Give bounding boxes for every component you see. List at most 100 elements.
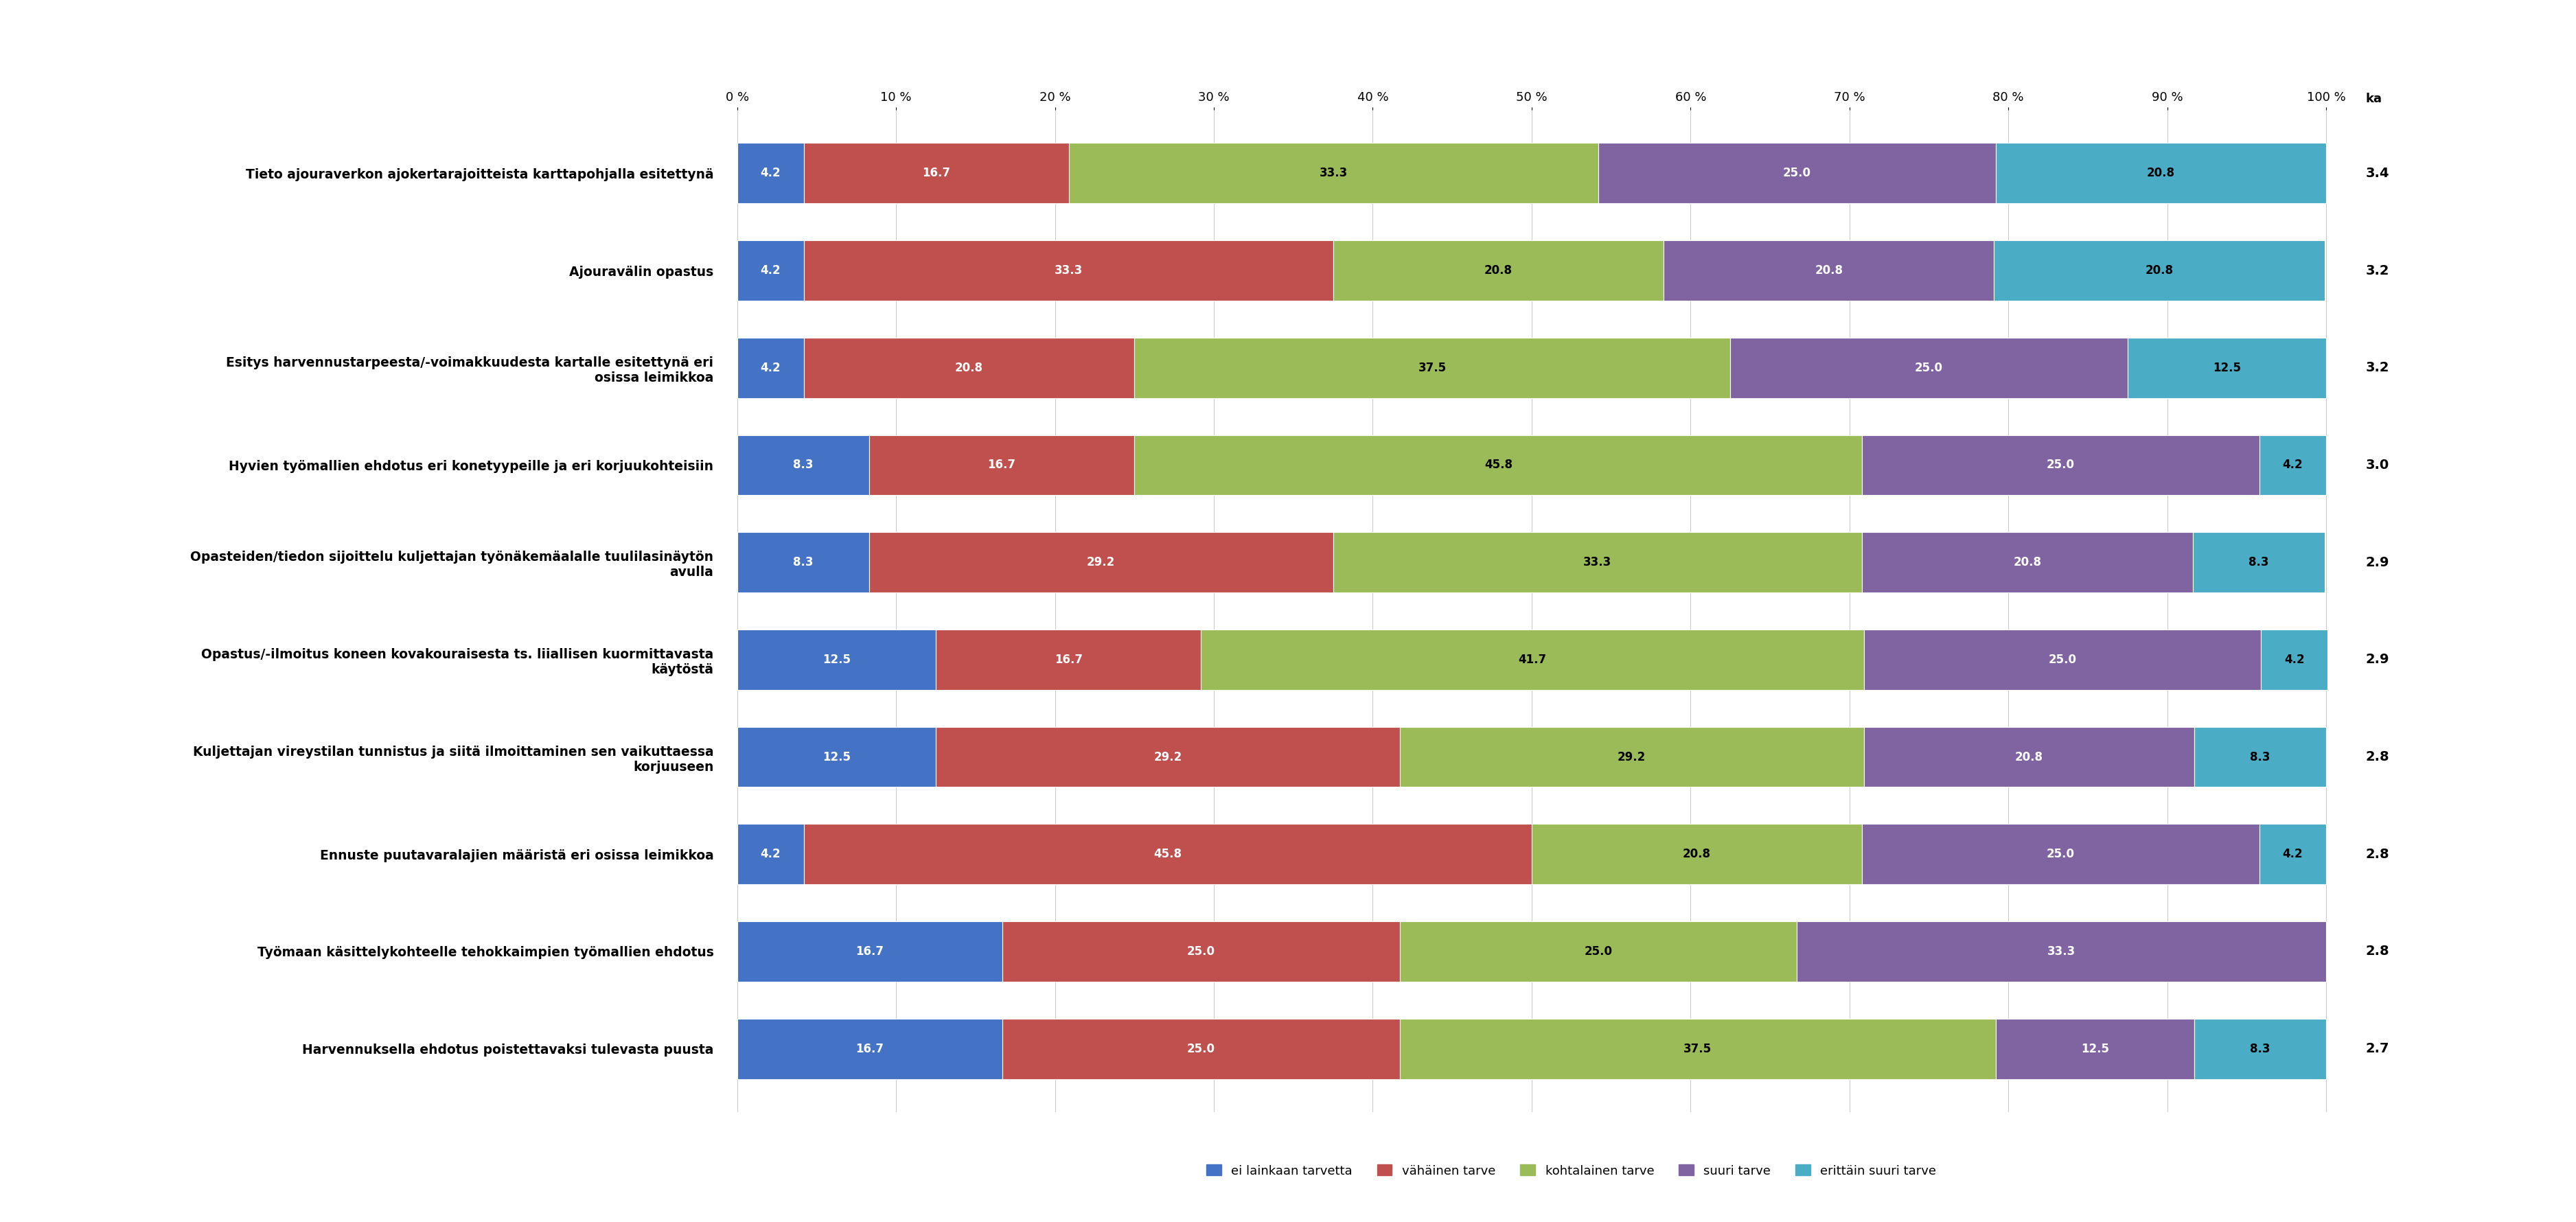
Bar: [737, 629, 935, 689]
Bar: [1399, 1019, 1996, 1079]
Bar: [1002, 1019, 1399, 1079]
Bar: [737, 824, 804, 885]
Text: 20.8: 20.8: [2014, 750, 2043, 763]
Text: 37.5: 37.5: [1685, 1042, 1713, 1055]
Text: 33.3: 33.3: [1584, 556, 1613, 568]
Bar: [868, 435, 1133, 495]
Text: 12.5: 12.5: [2213, 362, 2241, 374]
Text: 4.2: 4.2: [760, 848, 781, 860]
Text: 3.2: 3.2: [2365, 362, 2391, 374]
Text: 8.3: 8.3: [2249, 556, 2269, 568]
Text: 16.7: 16.7: [855, 1042, 884, 1055]
Bar: [737, 1019, 1002, 1079]
Text: 4.2: 4.2: [760, 167, 781, 180]
Text: 20.8: 20.8: [2014, 556, 2040, 568]
Bar: [804, 337, 1133, 398]
Text: 29.2: 29.2: [1087, 556, 1115, 568]
Text: 4.2: 4.2: [760, 264, 781, 276]
Bar: [1862, 435, 2259, 495]
Bar: [1731, 337, 2128, 398]
Text: 8.3: 8.3: [2249, 1042, 2269, 1055]
Bar: [1862, 533, 2192, 593]
Text: 20.8: 20.8: [1682, 848, 1710, 860]
Text: 2.7: 2.7: [2365, 1042, 2391, 1056]
Bar: [1069, 143, 1597, 203]
Text: 33.3: 33.3: [1319, 167, 1347, 180]
Bar: [1133, 435, 1862, 495]
Bar: [737, 727, 935, 787]
Text: 33.3: 33.3: [1054, 264, 1082, 276]
Bar: [737, 533, 868, 593]
Text: 37.5: 37.5: [1419, 362, 1448, 374]
Bar: [737, 921, 1002, 981]
Bar: [2262, 629, 2329, 689]
Bar: [1399, 727, 1862, 787]
Text: 16.7: 16.7: [1054, 654, 1082, 666]
Bar: [804, 824, 1533, 885]
Text: 12.5: 12.5: [2081, 1042, 2110, 1055]
Bar: [1994, 241, 2324, 301]
Text: ka: ka: [2365, 93, 2383, 105]
Bar: [1399, 921, 1798, 981]
Text: 2.9: 2.9: [2365, 653, 2391, 666]
Text: 33.3: 33.3: [2048, 946, 2076, 958]
Text: 25.0: 25.0: [2048, 459, 2074, 472]
Bar: [1533, 824, 1862, 885]
Text: 20.8: 20.8: [2146, 264, 2174, 276]
Text: 16.7: 16.7: [855, 946, 884, 958]
Text: 4.2: 4.2: [2282, 848, 2303, 860]
Text: 16.7: 16.7: [987, 459, 1015, 472]
Bar: [2195, 727, 2326, 787]
Bar: [2259, 435, 2326, 495]
Bar: [2128, 337, 2326, 398]
Text: 3.0: 3.0: [2365, 458, 2391, 472]
Bar: [1664, 241, 1994, 301]
Text: 4.2: 4.2: [2285, 654, 2306, 666]
Bar: [2192, 533, 2324, 593]
Text: 12.5: 12.5: [822, 654, 850, 666]
Bar: [1597, 143, 1996, 203]
Text: 25.0: 25.0: [1783, 167, 1811, 180]
Text: 25.0: 25.0: [1188, 1042, 1216, 1055]
Text: 8.3: 8.3: [793, 459, 814, 472]
Bar: [1200, 629, 1862, 689]
Bar: [804, 241, 1332, 301]
Bar: [804, 143, 1069, 203]
Bar: [1332, 533, 1862, 593]
Text: 2.8: 2.8: [2365, 848, 2391, 860]
Text: 8.3: 8.3: [793, 556, 814, 568]
Text: 25.0: 25.0: [2048, 848, 2074, 860]
Bar: [1862, 629, 2262, 689]
Bar: [737, 435, 868, 495]
Text: 45.8: 45.8: [1484, 459, 1512, 472]
Text: 2.9: 2.9: [2365, 556, 2391, 569]
Bar: [1862, 727, 2195, 787]
Text: 4.2: 4.2: [760, 362, 781, 374]
Bar: [737, 241, 804, 301]
Text: 20.8: 20.8: [1814, 264, 1842, 276]
Text: 29.2: 29.2: [1618, 750, 1646, 763]
Text: 2.8: 2.8: [2365, 750, 2391, 764]
Text: 20.8: 20.8: [2146, 167, 2174, 180]
Text: 8.3: 8.3: [2249, 750, 2269, 763]
Text: 41.7: 41.7: [1517, 654, 1546, 666]
Bar: [1133, 337, 1731, 398]
Text: 25.0: 25.0: [1188, 946, 1216, 958]
Text: 3.2: 3.2: [2365, 264, 2391, 277]
Bar: [737, 337, 804, 398]
Bar: [2195, 1019, 2326, 1079]
Text: 2.8: 2.8: [2365, 945, 2391, 958]
Text: 25.0: 25.0: [1584, 946, 1613, 958]
Text: 20.8: 20.8: [1484, 264, 1512, 276]
Bar: [1332, 241, 1664, 301]
Bar: [1996, 143, 2326, 203]
Bar: [1798, 921, 2326, 981]
Legend: ei lainkaan tarvetta, vähäinen tarve, kohtalainen tarve, suuri tarve, erittäin s: ei lainkaan tarvetta, vähäinen tarve, ko…: [1200, 1158, 1942, 1183]
Bar: [1002, 921, 1399, 981]
Text: 12.5: 12.5: [822, 750, 850, 763]
Bar: [868, 533, 1332, 593]
Text: 25.0: 25.0: [2048, 654, 2076, 666]
Text: 4.2: 4.2: [2282, 459, 2303, 472]
Text: 29.2: 29.2: [1154, 750, 1182, 763]
Bar: [935, 727, 1399, 787]
